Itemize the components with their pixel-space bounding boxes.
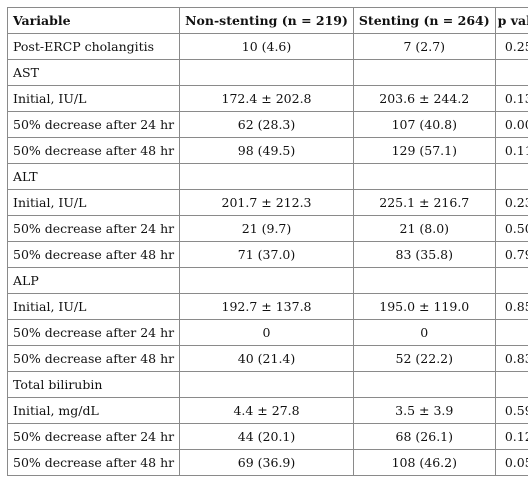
- cell-non-stenting: 69 (36.9): [179, 449, 354, 476]
- cell-variable: 50% decrease after 24 hr: [6, 111, 181, 138]
- cell-stenting: 0: [352, 319, 496, 346]
- table-row: 50% decrease after 48 hr 40 (21.4) 52 (22.…: [6, 345, 528, 372]
- cell-p-value: 0.118: [494, 137, 528, 164]
- cell-non-stenting: 201.7 ± 212.3: [179, 189, 354, 216]
- cell-variable: Initial, IU/L: [6, 293, 181, 320]
- cell-p-value: 0.056: [494, 449, 528, 476]
- table-row: 50% decrease after 24 hr 62 (28.3) 107 (40…: [6, 111, 528, 138]
- cell-non-stenting: 192.7 ± 137.8: [179, 293, 354, 320]
- table-row: Initial, IU/L 192.7 ± 137.8 195.0 ± 119.0 0…: [6, 293, 528, 320]
- cell-stenting: 225.1 ± 216.7: [352, 189, 496, 216]
- cell-variable: 50% decrease after 24 hr: [6, 319, 181, 346]
- cell-stenting: 108 (46.2): [352, 449, 496, 476]
- cell-stenting: 3.5 ± 3.9: [352, 397, 496, 424]
- cell-variable: Post-ERCP cholangitis: [6, 33, 181, 60]
- cell-p-value: 0.850: [494, 293, 528, 320]
- cell-variable: 50% decrease after 24 hr: [6, 423, 181, 450]
- cell-variable: 50% decrease after 48 hr: [6, 241, 181, 268]
- cell-variable: 50% decrease after 48 hr: [6, 345, 181, 372]
- cell-stenting: 83 (35.8): [352, 241, 496, 268]
- table-row: 50% decrease after 48 hr 98 (49.5) 129 (57…: [6, 137, 528, 164]
- cell-variable: Total bilirubin: [6, 371, 181, 398]
- header-non-stenting: Non-stenting (n = 219): [179, 7, 354, 34]
- table-row: Total bilirubin: [6, 371, 528, 398]
- header-p-value: p value: [494, 7, 528, 34]
- cell-stenting: [352, 371, 496, 398]
- cell-stenting: 107 (40.8): [352, 111, 496, 138]
- cell-variable: 50% decrease after 24 hr: [6, 215, 181, 242]
- cell-stenting: [352, 59, 496, 86]
- cell-stenting: [352, 163, 496, 190]
- cell-stenting: 129 (57.1): [352, 137, 496, 164]
- cell-variable: 50% decrease after 48 hr: [6, 449, 181, 476]
- header-variable: Variable: [6, 7, 181, 34]
- cell-stenting: 7 (2.7): [352, 33, 496, 60]
- cell-non-stenting: 44 (20.1): [179, 423, 354, 450]
- cell-p-value: 0.132: [494, 85, 528, 112]
- cell-non-stenting: [179, 163, 354, 190]
- cell-non-stenting: [179, 267, 354, 294]
- cell-p-value: [494, 267, 528, 294]
- cell-non-stenting: 71 (37.0): [179, 241, 354, 268]
- cell-stenting: 68 (26.1): [352, 423, 496, 450]
- cell-non-stenting: 0: [179, 319, 354, 346]
- table-row: ALT: [6, 163, 528, 190]
- cell-variable: Initial, mg/dL: [6, 397, 181, 424]
- cell-non-stenting: 21 (9.7): [179, 215, 354, 242]
- table-row: Initial, IU/L 172.4 ± 202.8 203.6 ± 244.2 0…: [6, 85, 528, 112]
- data-table: Variable Non-stenting (n = 219) Stenting…: [6, 7, 528, 476]
- cell-non-stenting: 98 (49.5): [179, 137, 354, 164]
- cell-non-stenting: [179, 371, 354, 398]
- cell-p-value: 0.233: [494, 189, 528, 216]
- table-row: 50% decrease after 24 hr 0 0: [6, 319, 528, 346]
- cell-p-value: [494, 319, 528, 346]
- table-row: 50% decrease after 24 hr 44 (20.1) 68 (26.…: [6, 423, 528, 450]
- cell-stenting: [352, 267, 496, 294]
- cell-p-value: [494, 59, 528, 86]
- cell-p-value: 0.591: [494, 397, 528, 424]
- cell-variable: Initial, IU/L: [6, 189, 181, 216]
- cell-variable: Initial, IU/L: [6, 85, 181, 112]
- cell-variable: 50% decrease after 48 hr: [6, 137, 181, 164]
- cell-p-value: 0.505: [494, 215, 528, 242]
- cell-stenting: 52 (22.2): [352, 345, 496, 372]
- cell-p-value: [494, 163, 528, 190]
- cell-non-stenting: 10 (4.6): [179, 33, 354, 60]
- cell-p-value: 0.798: [494, 241, 528, 268]
- cell-non-stenting: [179, 59, 354, 86]
- cell-p-value: 0.004: [494, 111, 528, 138]
- table-container: Variable Non-stenting (n = 219) Stenting…: [6, 7, 528, 476]
- cell-stenting: 195.0 ± 119.0: [352, 293, 496, 320]
- cell-p-value: 0.256: [494, 33, 528, 60]
- cell-stenting: 21 (8.0): [352, 215, 496, 242]
- table-row: 50% decrease after 48 hr 69 (36.9) 108 (46…: [6, 449, 528, 476]
- header-stenting: Stenting (n = 264): [352, 7, 496, 34]
- cell-variable: ALP: [6, 267, 181, 294]
- cell-p-value: [494, 371, 528, 398]
- cell-non-stenting: 4.4 ± 27.8: [179, 397, 354, 424]
- cell-non-stenting: 172.4 ± 202.8: [179, 85, 354, 112]
- header-row: Variable Non-stenting (n = 219) Stenting…: [6, 7, 528, 34]
- table-row: Initial, mg/dL4.4 ± 27.83.5 ± 3.90.591: [6, 397, 528, 424]
- table-row: 50% decrease after 24 hr 21 (9.7) 21 (8.0)…: [6, 215, 528, 242]
- cell-p-value: 0.124: [494, 423, 528, 450]
- cell-variable: AST: [6, 59, 181, 86]
- table-row: Initial, IU/L 201.7 ± 212.3 225.1 ± 216.7 0…: [6, 189, 528, 216]
- cell-variable: ALT: [6, 163, 181, 190]
- cell-non-stenting: 40 (21.4): [179, 345, 354, 372]
- table-row: AST: [6, 59, 528, 86]
- cell-p-value: 0.837: [494, 345, 528, 372]
- table-row: 50% decrease after 48 hr 71 (37.0) 83 (35.…: [6, 241, 528, 268]
- cell-stenting: 203.6 ± 244.2: [352, 85, 496, 112]
- cell-non-stenting: 62 (28.3): [179, 111, 354, 138]
- table-row: ALP: [6, 267, 528, 294]
